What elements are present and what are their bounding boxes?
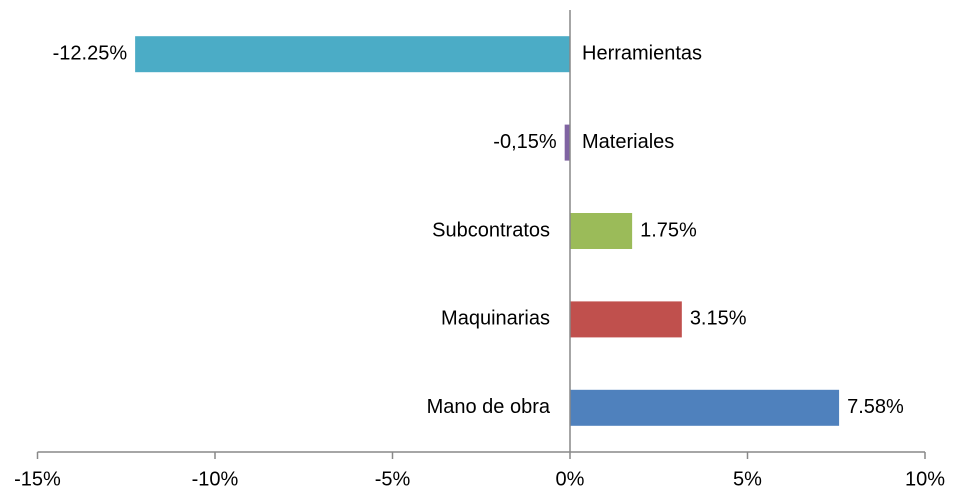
value-label: -0,15% <box>493 131 557 153</box>
x-tick-label: -5% <box>375 468 411 490</box>
x-tick-label: -10% <box>192 468 239 490</box>
bar <box>570 389 840 426</box>
x-tick-label: 10% <box>905 468 945 490</box>
value-label: 1.75% <box>640 219 697 241</box>
category-label: Mano de obra <box>427 396 551 418</box>
x-tick-label: 5% <box>733 468 762 490</box>
x-tick-label: -15% <box>14 468 61 490</box>
value-label: -12.25% <box>53 42 128 64</box>
value-label: 3.15% <box>690 308 747 330</box>
value-label: 7.58% <box>847 396 904 418</box>
category-label: Maquinarias <box>441 308 550 330</box>
bar <box>570 213 633 249</box>
bar <box>570 301 682 338</box>
category-label: Herramientas <box>582 42 702 64</box>
x-tick-label: 0% <box>556 468 585 490</box>
bar <box>564 124 570 161</box>
category-label: Materiales <box>582 131 674 153</box>
category-label: Subcontratos <box>432 219 550 241</box>
bar <box>135 36 570 73</box>
